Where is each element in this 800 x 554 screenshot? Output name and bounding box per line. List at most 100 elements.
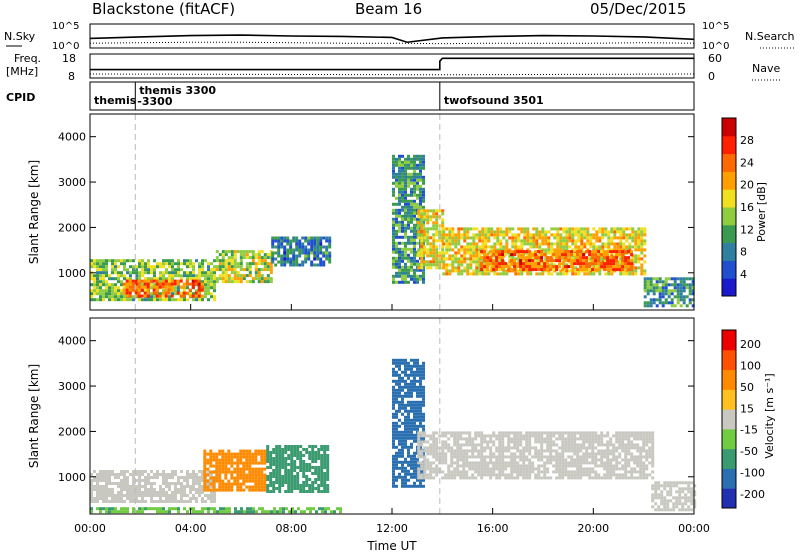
range-cell (407, 157, 410, 161)
range-cell (310, 245, 314, 249)
range-cell (607, 248, 611, 252)
range-cell (522, 256, 526, 260)
range-cell (633, 434, 637, 438)
range-cell (646, 304, 650, 308)
range-cell (621, 446, 625, 450)
range-cell (242, 452, 246, 456)
range-cell (475, 236, 479, 240)
range-cell (180, 497, 183, 500)
range-cell (419, 421, 422, 425)
range-cell (606, 473, 610, 477)
range-cell (413, 421, 416, 425)
range-cell (111, 482, 114, 485)
noise-right-tick-top: 10^5 (702, 21, 729, 32)
range-cell (546, 259, 550, 263)
range-cell (410, 466, 413, 470)
range-cell (634, 266, 638, 270)
range-cell (651, 437, 655, 441)
range-cell (637, 242, 641, 246)
range-cell (263, 256, 267, 260)
range-cell (90, 283, 93, 287)
range-cell (634, 233, 638, 237)
range-cell (308, 487, 312, 490)
range-cell (544, 239, 548, 243)
range-cell (102, 271, 105, 275)
range-cell (462, 473, 466, 477)
range-cell (457, 230, 461, 234)
range-cell (619, 260, 623, 264)
range-cell (165, 476, 168, 479)
range-cell (648, 440, 652, 444)
range-cell (528, 452, 532, 456)
range-cell (642, 449, 646, 453)
range-cell (413, 433, 416, 437)
range-cell (96, 482, 99, 485)
range-cell (480, 268, 484, 272)
range-cell (191, 279, 195, 283)
range-cell (616, 248, 620, 252)
range-cell (514, 242, 518, 246)
range-cell (398, 247, 401, 251)
range-cell (404, 211, 407, 215)
range-cell (272, 484, 276, 487)
range-cell (555, 437, 559, 441)
range-cell (159, 491, 162, 494)
range-cell (504, 473, 508, 477)
range-cell (483, 467, 487, 471)
range-cell (398, 418, 401, 422)
range-cell (609, 470, 613, 474)
range-cell (618, 467, 622, 471)
range-cell (201, 476, 204, 479)
range-cell (413, 157, 416, 161)
colorbar-tick-label: 28 (740, 134, 754, 147)
range-cell (210, 491, 213, 494)
range-cell (507, 455, 511, 459)
range-cell (168, 277, 171, 281)
range-cell (165, 479, 168, 482)
range-cell (556, 236, 560, 240)
range-cell (615, 446, 619, 450)
range-cell (171, 500, 174, 503)
range-cell (426, 473, 430, 477)
range-cell (182, 291, 186, 295)
range-cell (272, 487, 276, 490)
range-cell (404, 244, 407, 248)
range-cell (484, 236, 488, 240)
range-cell (257, 274, 261, 278)
range-cell (432, 452, 436, 456)
range-cell (631, 230, 635, 234)
range-cell (174, 488, 177, 491)
range-cell (242, 488, 246, 492)
range-cell (245, 461, 249, 465)
range-cell (326, 448, 330, 451)
range-cell (567, 431, 571, 435)
range-cell (636, 476, 640, 480)
range-cell (636, 461, 640, 465)
range-cell (272, 490, 276, 493)
range-cell (423, 248, 427, 252)
range-cell (595, 248, 599, 252)
range-cell (90, 482, 93, 485)
range-cell (670, 289, 674, 293)
colorbar-swatch (722, 153, 736, 172)
range-cell (152, 285, 156, 289)
range-cell (320, 463, 324, 466)
range-cell (155, 285, 159, 289)
range-cell (105, 488, 108, 491)
range-cell (645, 458, 649, 462)
range-cell (404, 178, 407, 182)
range-cell (413, 232, 416, 236)
range-cell (465, 464, 469, 468)
range-cell (426, 263, 430, 267)
range-cell (395, 412, 398, 416)
range-cell (528, 476, 532, 480)
range-cell (567, 461, 571, 465)
range-cell (304, 248, 308, 252)
range-cell (546, 256, 550, 260)
range-cell (580, 239, 584, 243)
range-cell (207, 274, 210, 278)
range-cell (646, 286, 650, 290)
range-cell (299, 484, 303, 487)
range-cell (621, 259, 625, 263)
range-cell (245, 458, 249, 462)
